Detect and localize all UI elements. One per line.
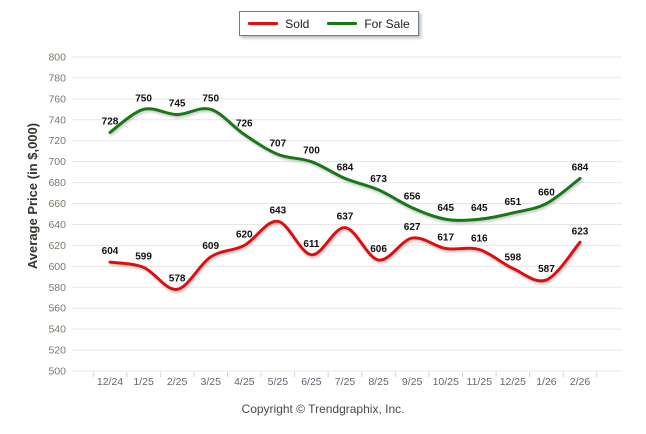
x-tick-label: 12/24 [97,376,123,388]
data-label-for-sale: 750 [135,93,152,104]
data-label-for-sale: 700 [303,146,320,157]
y-tick-label: 660 [48,198,66,210]
data-label-for-sale: 673 [370,174,387,185]
y-tick-label: 580 [48,282,66,294]
x-tick-label: 1/26 [536,376,557,388]
legend-item-sold: Sold [248,18,309,30]
x-tick-label: 4/25 [234,376,255,388]
y-tick-label: 740 [48,114,66,126]
y-tick-label: 620 [48,240,66,252]
data-label-for-sale: 707 [270,138,287,149]
data-label-sold: 620 [236,229,253,240]
x-tick-label: 2/26 [570,376,591,388]
data-label-for-sale: 745 [169,99,186,110]
legend-label-sold: Sold [285,16,310,31]
series-line-sold [108,219,582,291]
data-label-for-sale: 726 [236,118,253,129]
data-label-for-sale: 750 [202,93,219,104]
chart-legend: Sold For Sale [239,11,419,36]
data-label-sold: 609 [202,241,219,252]
x-tick-label: 11/25 [467,376,493,388]
y-tick-label: 680 [48,177,66,189]
x-tick-label: 1/25 [133,376,154,388]
y-tick-label: 700 [48,156,66,168]
data-label-for-sale: 645 [471,203,488,214]
data-label-sold: 637 [337,212,354,223]
data-label-sold: 627 [404,222,421,233]
data-label-for-sale: 656 [404,192,421,203]
series-line-for-sale [108,107,582,222]
data-label-for-sale: 645 [437,203,454,214]
y-tick-label: 500 [48,366,66,378]
data-label-sold: 606 [370,244,387,255]
y-tick-label: 760 [48,93,66,105]
data-label-for-sale: 684 [337,162,354,173]
y-tick-label: 720 [48,135,66,147]
data-label-for-sale: 660 [538,188,555,199]
data-label-sold: 611 [303,239,320,250]
for-sale-line-swatch [327,22,358,25]
x-tick-label: 8/25 [368,376,389,388]
x-tick-label: 9/25 [402,376,423,388]
data-label-sold: 623 [572,226,589,237]
legend-item-for-sale: For Sale [327,16,410,31]
y-tick-label: 520 [48,345,66,357]
data-label-sold: 604 [102,246,119,257]
y-tick-label: 540 [48,324,66,336]
x-tick-label: 5/25 [268,376,289,388]
y-tick-label: 560 [48,303,66,315]
y-axis-title: Average Price (in $,000) [25,122,40,270]
y-tick-label: 800 [48,52,66,64]
data-label-sold: 587 [538,264,555,275]
data-label-sold: 643 [270,205,287,216]
data-label-sold: 617 [437,233,454,244]
data-label-for-sale: 684 [572,162,589,173]
sold-line-swatch [248,22,279,25]
legend-label-for-sale: For Sale [364,16,410,31]
x-tick-label: 10/25 [433,376,459,388]
y-tick-label: 640 [48,219,66,231]
data-label-for-sale: 651 [505,197,522,208]
x-tick-label: 7/25 [335,376,356,388]
y-tick-label: 600 [48,261,66,273]
data-label-sold: 616 [471,234,488,245]
data-label-sold: 578 [169,273,186,284]
data-label-sold: 599 [135,251,152,262]
x-tick-label: 2/25 [167,376,188,388]
copyright-text: Copyright © Trendgraphix, Inc. [241,402,405,416]
data-label-sold: 598 [505,252,522,263]
y-tick-label: 780 [48,72,66,84]
data-label-for-sale: 728 [102,116,119,127]
x-tick-label: 6/25 [301,376,322,388]
x-tick-label: 3/25 [200,376,221,388]
x-tick-label: 12/25 [500,376,526,388]
